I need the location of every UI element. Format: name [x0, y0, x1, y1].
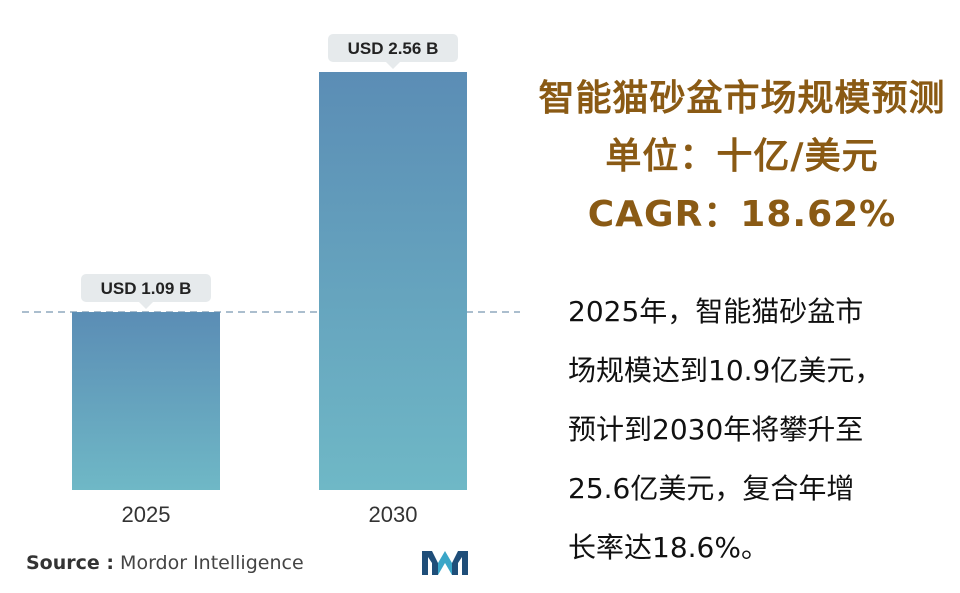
- value-label-text: USD 1.09 B: [101, 279, 192, 298]
- chart-svg: USD 1.09 B 2025 USD 2.56 B 2030: [22, 34, 520, 527]
- mordor-intelligence-logo-icon: [422, 551, 468, 575]
- description-line: 25.6亿美元，复合年增: [568, 472, 855, 505]
- value-label-2030: USD 2.56 B: [328, 34, 458, 69]
- description-line: 长率达18.6%。: [568, 531, 769, 564]
- title-panel: 智能猫砂盆市场规模预测 单位：十亿/美元 CAGR：18.62%: [532, 70, 952, 244]
- bar-2030: [319, 72, 467, 490]
- value-label-2025: USD 1.09 B: [81, 274, 211, 310]
- description-text: 2025年，智能猫砂盆市 场规模达到10.9亿美元， 预计到2030年将攀升至 …: [568, 282, 908, 577]
- x-tick-label: 2025: [122, 502, 171, 527]
- source-label: Source :: [26, 552, 114, 574]
- bar-chart: USD 1.09 B 2025 USD 2.56 B 2030: [22, 34, 520, 527]
- unit-label: 单位：十亿/美元: [605, 136, 879, 177]
- description-line: 预计到2030年将攀升至: [568, 413, 864, 446]
- description-line: 场规模达到10.9亿美元，: [568, 354, 883, 387]
- cagr-label: CAGR：18.62%: [587, 194, 897, 235]
- source-note: Source : Mordor Intelligence: [26, 552, 304, 574]
- source-name: Mordor Intelligence: [120, 552, 304, 574]
- chart-title: 智能猫砂盆市场规模预测: [538, 78, 946, 119]
- x-tick-label: 2030: [369, 502, 418, 527]
- value-label-text: USD 2.56 B: [348, 39, 439, 58]
- bar-2025: [72, 312, 220, 490]
- description-line: 2025年，智能猫砂盆市: [568, 295, 864, 328]
